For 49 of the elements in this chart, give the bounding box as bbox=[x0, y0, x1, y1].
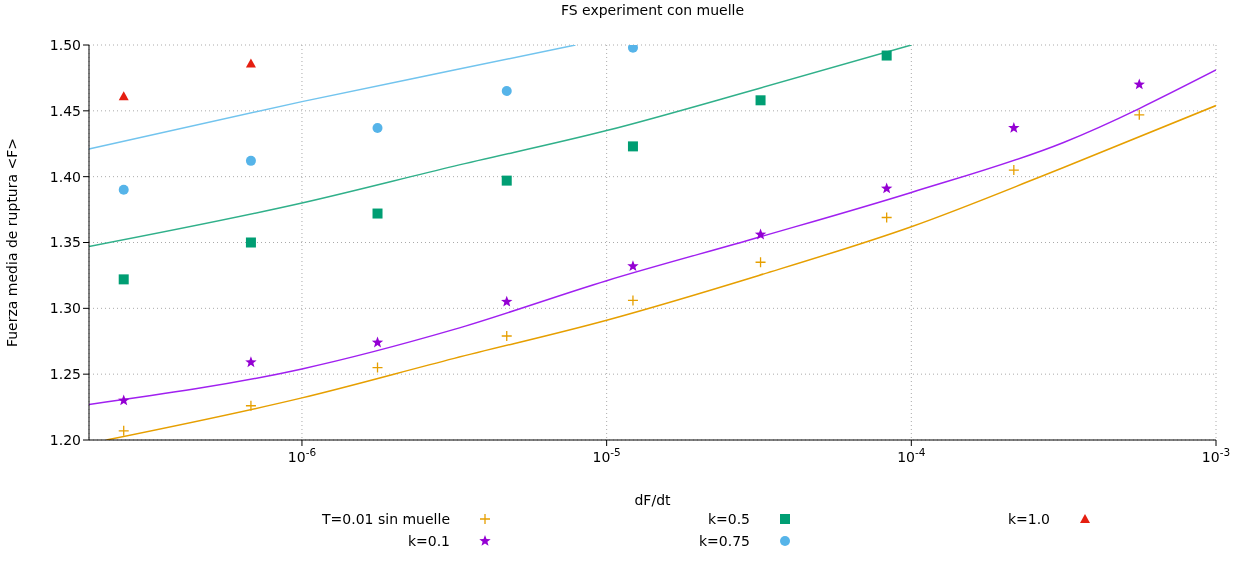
point bbox=[627, 260, 639, 272]
x-tick-label: 10$^{-3}$ bbox=[1201, 446, 1231, 465]
point bbox=[245, 155, 256, 166]
point bbox=[118, 425, 130, 437]
point bbox=[245, 237, 256, 248]
y-axis-title: Fuerza media de ruptura <F> bbox=[3, 137, 20, 348]
point bbox=[754, 256, 767, 268]
y-tick-label: 1.40 bbox=[49, 168, 81, 185]
legend-label: k=0.75 bbox=[698, 533, 750, 549]
point bbox=[501, 330, 513, 342]
point bbox=[118, 274, 129, 285]
point bbox=[118, 394, 130, 406]
point bbox=[881, 211, 893, 224]
y-tick-label: 1.30 bbox=[49, 300, 81, 317]
x-tick-label: 10$^{-5}$ bbox=[592, 446, 621, 465]
point bbox=[372, 208, 383, 219]
x-axis-title: dF/dt bbox=[633, 492, 672, 508]
legend-label: k=0.5 bbox=[707, 511, 750, 527]
y-tick-label: 1.35 bbox=[49, 234, 81, 251]
point bbox=[371, 336, 384, 348]
point bbox=[501, 175, 512, 186]
point bbox=[118, 184, 129, 195]
legend-label: k=1.0 bbox=[1007, 511, 1050, 527]
point bbox=[627, 294, 639, 307]
y-tick-label: 1.45 bbox=[49, 102, 81, 119]
point bbox=[245, 356, 257, 368]
point bbox=[1008, 121, 1020, 133]
point bbox=[501, 86, 512, 97]
y-tick-label: 1.20 bbox=[49, 431, 81, 448]
y-tick-label: 1.25 bbox=[49, 366, 81, 383]
point bbox=[118, 91, 129, 101]
chart-title: FS experiment con muelle bbox=[559, 2, 746, 18]
legend-label: T=0.01 sin muelle bbox=[322, 511, 450, 527]
point bbox=[371, 361, 384, 374]
point bbox=[881, 50, 892, 61]
point bbox=[627, 141, 638, 152]
point bbox=[245, 400, 257, 412]
point bbox=[880, 182, 893, 194]
legend-label: k=0.1 bbox=[407, 533, 450, 549]
point bbox=[501, 295, 513, 307]
point bbox=[245, 58, 256, 68]
x-tick-label: 10$^{-4}$ bbox=[897, 446, 926, 465]
point bbox=[755, 95, 766, 106]
point bbox=[754, 228, 767, 240]
point bbox=[1008, 164, 1020, 176]
point bbox=[372, 122, 383, 133]
point bbox=[627, 45, 638, 53]
y-tick-label: 1.50 bbox=[49, 36, 81, 53]
x-tick-label: 10$^{-6}$ bbox=[287, 446, 317, 465]
